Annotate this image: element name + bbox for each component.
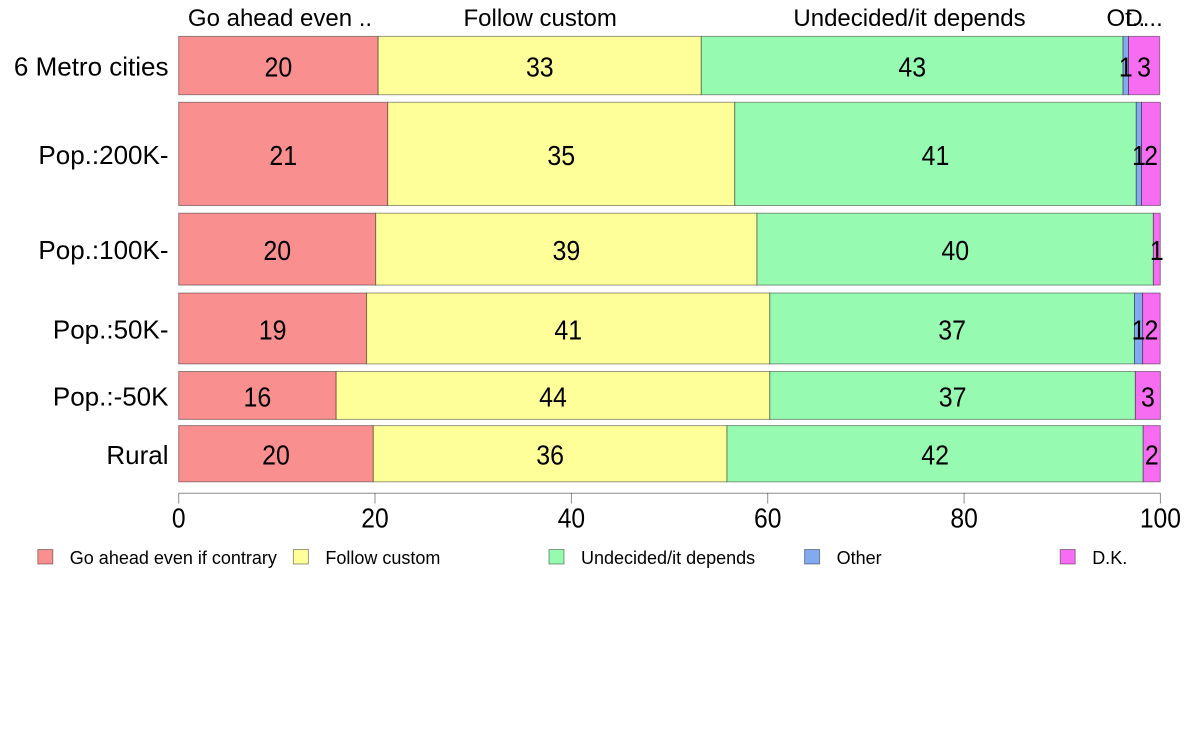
svg-text:Undecided/it depends: Undecided/it depends: [581, 548, 755, 568]
svg-text:21: 21: [269, 139, 297, 171]
svg-text:1: 1: [1119, 51, 1133, 83]
svg-text:20: 20: [262, 439, 290, 471]
svg-text:Other: Other: [837, 548, 882, 568]
svg-text:20: 20: [263, 235, 291, 267]
svg-text:Rural: Rural: [106, 440, 168, 470]
svg-text:1: 1: [1132, 314, 1146, 346]
svg-text:D.K.: D.K.: [1092, 548, 1127, 568]
svg-text:1: 1: [1150, 235, 1164, 267]
svg-text:37: 37: [938, 314, 966, 346]
svg-text:40: 40: [941, 235, 969, 267]
svg-text:Pop.:200K-: Pop.:200K-: [38, 140, 168, 170]
svg-text:2: 2: [1144, 139, 1158, 171]
svg-text:41: 41: [554, 314, 582, 346]
svg-text:3: 3: [1137, 51, 1151, 83]
svg-text:33: 33: [526, 51, 554, 83]
svg-text:16: 16: [244, 381, 272, 413]
svg-text:Go ahead even if contrary: Go ahead even if contrary: [70, 548, 277, 568]
svg-text:40: 40: [558, 502, 585, 534]
svg-text:Ot..: Ot..: [1106, 5, 1145, 32]
svg-text:41: 41: [922, 139, 950, 171]
svg-text:19: 19: [259, 314, 287, 346]
svg-text:36: 36: [536, 439, 564, 471]
svg-text:Follow custom: Follow custom: [464, 5, 617, 32]
svg-text:37: 37: [939, 381, 967, 413]
svg-text:Pop.:-50K: Pop.:-50K: [53, 382, 169, 412]
svg-text:42: 42: [921, 439, 949, 471]
svg-text:6 Metro cities: 6 Metro cities: [14, 52, 169, 82]
svg-text:Pop.:100K-: Pop.:100K-: [38, 235, 168, 265]
svg-text:35: 35: [547, 139, 575, 171]
svg-text:39: 39: [553, 235, 581, 267]
svg-text:Go ahead even ..: Go ahead even ..: [188, 5, 372, 32]
svg-text:2: 2: [1145, 439, 1159, 471]
svg-text:60: 60: [754, 502, 781, 534]
svg-text:2: 2: [1144, 314, 1158, 346]
svg-text:20: 20: [361, 502, 388, 534]
svg-text:20: 20: [265, 51, 293, 83]
svg-text:100: 100: [1140, 502, 1181, 534]
svg-text:44: 44: [539, 381, 567, 413]
svg-text:Undecided/it depends: Undecided/it depends: [793, 5, 1025, 32]
svg-text:D...: D...: [1125, 5, 1162, 32]
svg-text:43: 43: [898, 51, 926, 83]
svg-text:Follow custom: Follow custom: [325, 548, 440, 568]
svg-text:80: 80: [950, 502, 977, 534]
svg-text:1: 1: [1132, 139, 1146, 171]
svg-text:Pop.:50K-: Pop.:50K-: [53, 315, 169, 345]
svg-text:0: 0: [172, 502, 186, 534]
svg-text:3: 3: [1141, 381, 1155, 413]
